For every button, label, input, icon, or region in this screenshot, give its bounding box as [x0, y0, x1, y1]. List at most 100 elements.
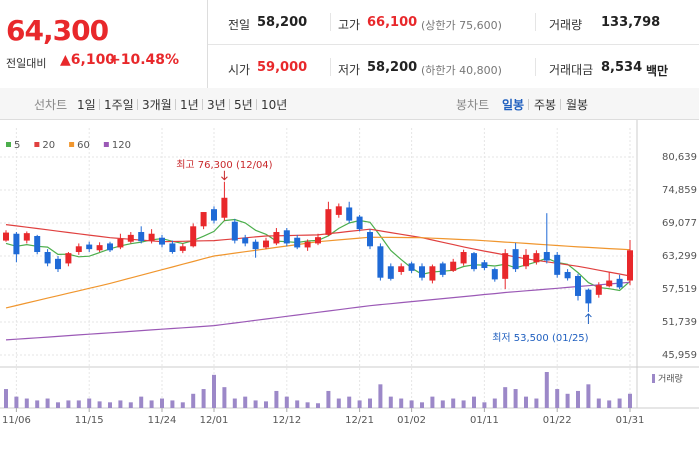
period-tab[interactable]: 3년	[207, 98, 226, 112]
candle-body	[575, 275, 581, 296]
annotation-arrow	[221, 170, 228, 181]
volume-bar	[347, 396, 352, 408]
separator	[330, 58, 331, 76]
candle-body	[44, 251, 51, 264]
candle-body	[190, 226, 197, 247]
volume-bar	[76, 400, 81, 408]
volume-bar	[222, 387, 227, 408]
volume-bar	[368, 398, 372, 408]
candle-body	[179, 246, 186, 251]
volume-bar	[336, 398, 341, 408]
stat-label: 시가	[228, 63, 251, 77]
volume-bar	[284, 396, 289, 408]
y-tick-label: 45,959	[662, 350, 697, 361]
candle-body	[450, 261, 457, 271]
legend-swatch	[34, 142, 40, 147]
period-tab[interactable]: 5년	[234, 98, 253, 112]
candle-tab[interactable]: 일봉	[502, 98, 525, 112]
volume-bar	[56, 402, 60, 408]
candle-tab[interactable]: 주봉	[534, 98, 557, 112]
candle-tab[interactable]: 월봉	[566, 98, 589, 112]
volume-bar	[232, 398, 237, 408]
legend-swatch	[6, 142, 11, 147]
candle-body	[263, 240, 269, 248]
volume-bar	[544, 372, 549, 408]
candle-body	[543, 251, 550, 261]
x-tick-label: 11/24	[148, 415, 177, 426]
candle-body	[533, 253, 540, 263]
stat-value: 133,798	[601, 15, 661, 30]
period-tab[interactable]: 3개월	[142, 98, 172, 112]
annotation-arrow	[585, 313, 592, 324]
stat-note: 백만	[646, 64, 669, 78]
x-tick-label: 01/11	[470, 415, 499, 426]
candle-body	[554, 254, 561, 275]
candle-body	[159, 237, 165, 245]
x-tick-label: 11/06	[2, 415, 31, 426]
candle-body	[315, 237, 321, 244]
candle-body	[86, 244, 93, 250]
legend-label: 거래량	[658, 373, 683, 385]
change-rate: +10.48%	[109, 52, 180, 68]
candle-body	[502, 253, 509, 279]
stat-label: 고가	[338, 18, 361, 32]
volume-bar	[555, 389, 560, 408]
candle-body	[491, 269, 498, 280]
legend-label: 120	[112, 140, 131, 151]
separator	[535, 13, 536, 31]
volume-bar	[14, 396, 19, 408]
tab-heading: 봉차트	[456, 98, 490, 112]
volume-bar	[160, 398, 164, 408]
volume-bar	[388, 396, 393, 408]
legend-label: 5	[14, 140, 20, 151]
candle-body	[117, 238, 124, 248]
x-tick-label: 12/01	[200, 415, 229, 426]
period-tab[interactable]: 1일	[77, 98, 96, 112]
volume-bar	[607, 400, 612, 408]
legend-swatch	[652, 374, 655, 383]
candle-body	[408, 263, 415, 271]
candle-body	[138, 232, 145, 242]
volume-bar	[180, 402, 185, 408]
period-tab[interactable]: 1주일	[104, 98, 134, 112]
legend-swatch	[103, 142, 109, 147]
y-tick-label: 63,299	[662, 251, 697, 262]
volume-bar	[170, 400, 175, 408]
x-tick-label: 01/31	[616, 415, 645, 426]
candle-body	[169, 243, 176, 252]
volume-bar	[534, 398, 539, 408]
volume-bar	[274, 390, 279, 408]
candle-body	[200, 212, 207, 227]
period-tab[interactable]: 1년	[180, 98, 199, 112]
stat-note: (하한가 40,800)	[421, 64, 502, 77]
candle-body	[606, 280, 613, 287]
volume-bar	[357, 400, 362, 408]
annotation: 최고 76,300 (12/04)	[176, 159, 272, 171]
volume-bar	[243, 396, 248, 408]
volume-bar	[24, 398, 29, 408]
candle-body	[304, 241, 311, 248]
candle-body	[34, 236, 41, 252]
volume-bar	[430, 396, 435, 408]
candle-body	[3, 232, 9, 241]
volume-bar	[97, 401, 102, 408]
candle-body	[387, 266, 394, 279]
tab-separator	[229, 99, 230, 110]
y-tick-label: 51,739	[662, 317, 697, 328]
candle-body	[242, 237, 249, 244]
volume-bar	[503, 387, 508, 408]
x-tick-label: 12/21	[345, 415, 374, 426]
volume-bar	[617, 398, 622, 408]
candle-body	[65, 253, 72, 264]
volume-bar	[440, 400, 445, 408]
candle-body	[335, 206, 342, 215]
period-tab[interactable]: 10년	[261, 98, 288, 112]
candle-body	[439, 263, 446, 275]
volume-bar	[628, 393, 632, 408]
x-tick-label: 01/02	[397, 415, 426, 426]
volume-bar	[149, 400, 154, 408]
stat-label: 전일	[228, 18, 251, 32]
candle-body	[460, 251, 467, 264]
stat-value: 59,000	[257, 60, 308, 75]
